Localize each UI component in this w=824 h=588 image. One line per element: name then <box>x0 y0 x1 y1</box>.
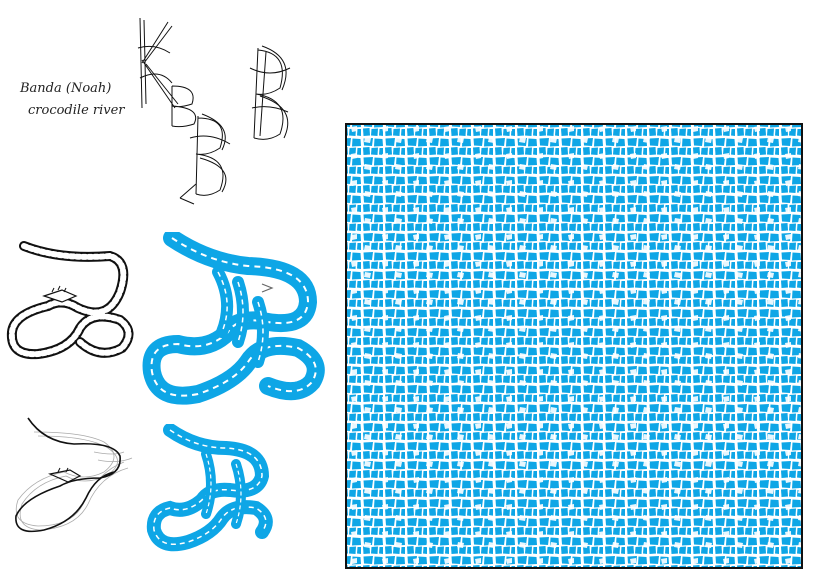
outline-serpent-sketch <box>4 412 144 542</box>
note-line-1: Banda (Noah) <box>19 81 111 96</box>
letter-sketches <box>120 8 320 208</box>
mosaic-serpent-large <box>138 232 328 412</box>
note-line-2: crocodile river <box>28 103 125 118</box>
sketch-letter-b-3 <box>180 114 230 204</box>
mosaic-serpent-small <box>146 424 276 554</box>
sketch-letter-b-2 <box>250 46 290 139</box>
sketch-letter-b-1 <box>172 86 196 127</box>
serpent-eye <box>262 284 272 292</box>
mosaic-tile-panel <box>340 118 808 574</box>
braided-serpent-drawing <box>0 232 140 372</box>
